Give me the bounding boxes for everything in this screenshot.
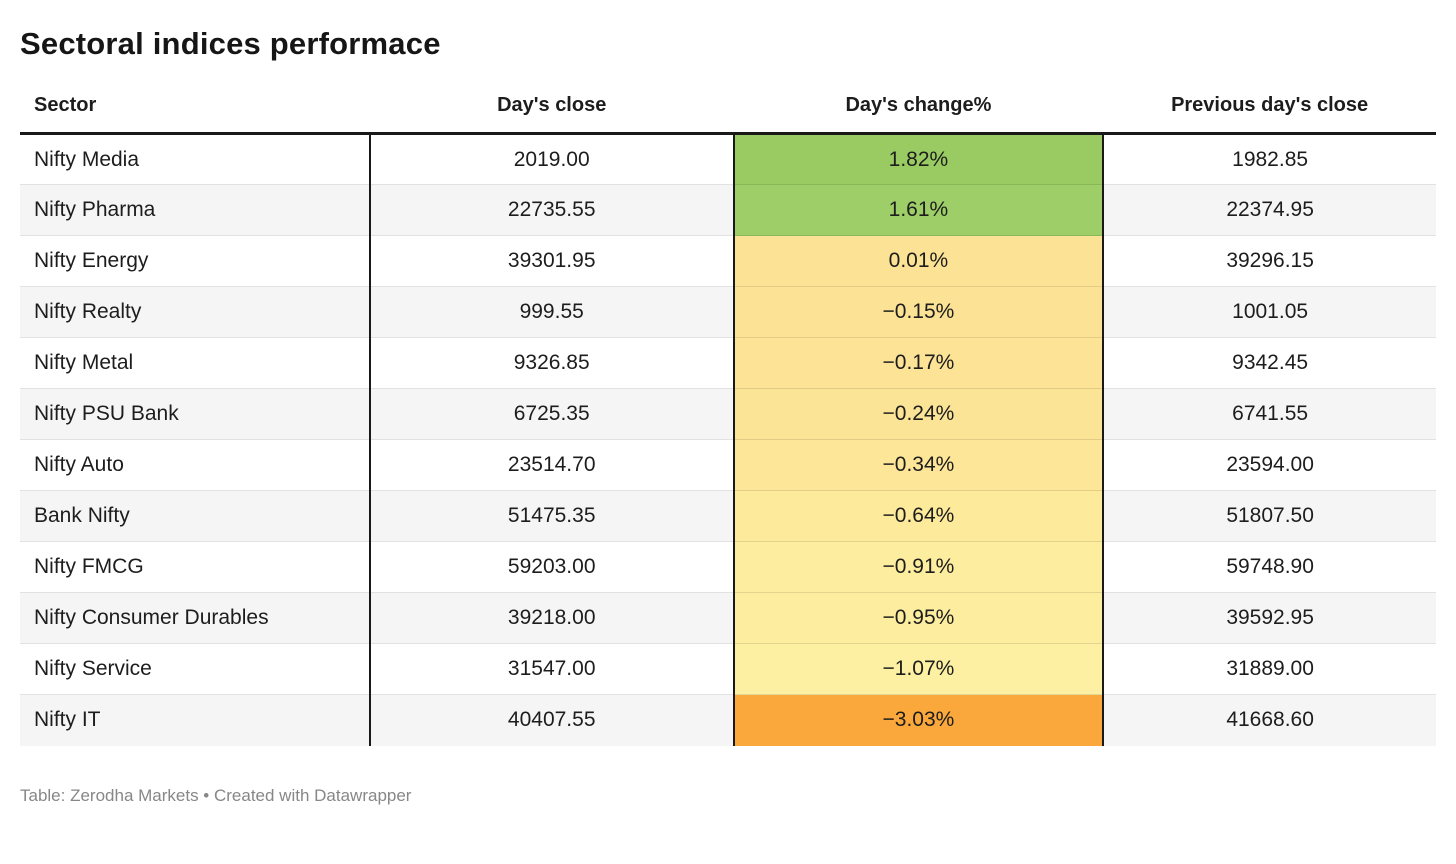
- days-close-cell: 59203.00: [369, 541, 734, 593]
- days-change-cell: −0.15%: [732, 286, 1105, 338]
- previous-close-cell: 41668.60: [1103, 694, 1436, 746]
- days-change-cell: 1.61%: [732, 184, 1105, 236]
- table-row: Nifty Realty 999.55 −0.15% 1001.05: [20, 286, 1436, 338]
- previous-close-cell: 39296.15: [1103, 235, 1436, 287]
- days-change-cell: −0.17%: [732, 337, 1105, 389]
- days-change-cell: −0.91%: [732, 541, 1105, 593]
- days-close-cell: 2019.00: [513, 147, 590, 171]
- previous-close-cell: 22374.95: [1103, 184, 1436, 236]
- table-row: Nifty IT 40407.55 −3.03% 41668.60: [20, 694, 1436, 746]
- sector-cell: Nifty Energy: [20, 235, 371, 287]
- attribution-footer: Table: Zerodha Markets • Created with Da…: [20, 785, 412, 805]
- previous-close-cell: 6741.55: [1103, 388, 1436, 440]
- table-row: Bank Nifty 51475.35 −0.64% 51807.50: [20, 490, 1436, 542]
- table-row: Nifty Auto 23514.70 −0.34% 23594.00: [20, 439, 1436, 491]
- sector-cell: Nifty Consumer Durables: [20, 592, 371, 644]
- page: Sectoral indices performace Sector Day's…: [20, 26, 1436, 805]
- column-header-days-close: Day's close: [369, 94, 734, 135]
- page-title: Sectoral indices performace: [20, 26, 441, 61]
- days-close-cell: 40407.55: [369, 694, 734, 746]
- days-change-cell: −0.95%: [732, 592, 1105, 644]
- previous-close-cell: 31889.00: [1103, 643, 1436, 695]
- days-change-cell: −3.03%: [732, 694, 1105, 746]
- table-row: Nifty Energy 39301.95 0.01% 39296.15: [20, 235, 1436, 287]
- days-close-cell: 31547.00: [369, 643, 734, 695]
- column-header-days-change: Day's change%: [733, 94, 1104, 135]
- table-body: Nifty Media 2019.00 1.82% 1982.85 Nifty …: [20, 133, 1436, 746]
- days-close-cell: 999.55: [369, 286, 734, 338]
- days-close-cell: 22735.55: [369, 184, 734, 236]
- previous-close-cell: 1982.85: [1232, 147, 1309, 171]
- sector-cell: Nifty IT: [20, 694, 371, 746]
- sector-cell: Nifty Auto: [20, 439, 371, 491]
- previous-close-cell: 23594.00: [1103, 439, 1436, 491]
- days-change-cell: 1.82%: [732, 133, 1105, 185]
- days-change-cell: −0.24%: [732, 388, 1105, 440]
- sector-cell: Nifty Pharma: [20, 184, 371, 236]
- days-change-cell: −0.34%: [732, 439, 1105, 491]
- sector-cell: Nifty PSU Bank: [20, 388, 371, 440]
- sector-cell: Nifty Service: [20, 643, 371, 695]
- days-change-cell: 0.01%: [732, 235, 1105, 287]
- days-change-cell: −0.64%: [732, 490, 1105, 542]
- days-close-cell: 51475.35: [369, 490, 734, 542]
- sector-cell: Nifty Media: [20, 133, 371, 185]
- column-header-previous-close: Previous day's close: [1103, 94, 1436, 135]
- table-row: Nifty FMCG 59203.00 −0.91% 59748.90: [20, 541, 1436, 593]
- days-change-cell: −1.07%: [732, 643, 1105, 695]
- days-close-cell: 6725.35: [369, 388, 734, 440]
- table-row: Nifty Service 31547.00 −1.07% 31889.00: [20, 643, 1436, 695]
- sector-cell: Bank Nifty: [20, 490, 371, 542]
- sector-cell: Nifty FMCG: [20, 541, 371, 593]
- table-header-row: Sector Day's close Day's change% Previou…: [20, 94, 1436, 135]
- column-header-sector: Sector: [20, 94, 370, 135]
- sectoral-indices-table: Sector Day's close Day's change% Previou…: [20, 94, 1436, 746]
- previous-close-cell: 39592.95: [1103, 592, 1436, 644]
- table-row: Nifty Metal 9326.85 −0.17% 9342.45: [20, 337, 1436, 389]
- previous-close-cell: 1001.05: [1103, 286, 1436, 338]
- days-close-cell: 39218.00: [369, 592, 734, 644]
- table-row: Nifty Pharma 22735.55 1.61% 22374.95: [20, 184, 1436, 236]
- sector-cell: Nifty Metal: [20, 337, 371, 389]
- days-close-cell: 23514.70: [369, 439, 734, 491]
- table-row: Nifty PSU Bank 6725.35 −0.24% 6741.55: [20, 388, 1436, 440]
- table-header: Sector Day's close Day's change% Previou…: [20, 94, 1436, 135]
- table-row: Nifty Consumer Durables 39218.00 −0.95% …: [20, 592, 1436, 644]
- previous-close-cell: 51807.50: [1103, 490, 1436, 542]
- sector-cell: Nifty Realty: [20, 286, 371, 338]
- days-close-cell: 9326.85: [369, 337, 734, 389]
- previous-close-cell: 9342.45: [1103, 337, 1436, 389]
- previous-close-cell: 59748.90: [1103, 541, 1436, 593]
- table-row: Nifty Media 2019.00 1.82% 1982.85: [20, 133, 1436, 185]
- days-close-cell: 39301.95: [369, 235, 734, 287]
